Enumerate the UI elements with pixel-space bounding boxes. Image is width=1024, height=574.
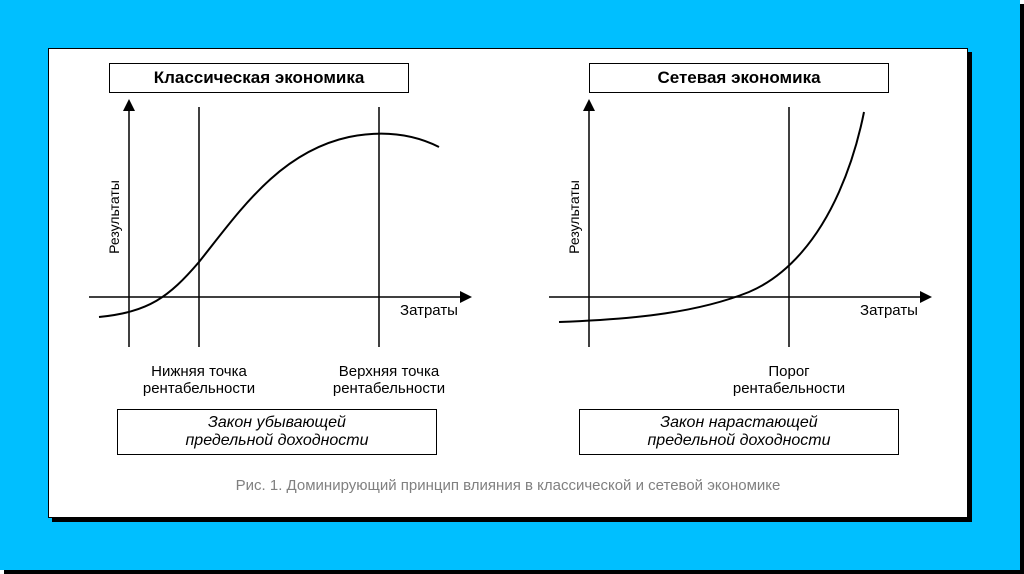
right-thr-l1: Порог	[768, 363, 809, 380]
right-chart: Результаты Затраты	[539, 97, 939, 357]
right-curve	[559, 112, 864, 322]
left-upper-l2: рентабельности	[333, 380, 445, 397]
left-lower-l2: рентабельности	[143, 380, 255, 397]
left-curve	[99, 134, 439, 317]
left-upper-l1: Верхняя точка	[339, 363, 439, 380]
figure-root: Классическая экономика Результаты	[0, 0, 1020, 570]
left-chart-svg: Результаты Затраты	[79, 97, 479, 357]
right-law-l2: предельной доходности	[648, 432, 831, 449]
left-law-l1: Закон убывающей	[208, 414, 346, 431]
white-panel: Классическая экономика Результаты	[48, 48, 968, 518]
left-chart: Результаты Затраты	[79, 97, 479, 357]
cyan-frame: Классическая экономика Результаты	[0, 0, 1020, 570]
left-lower-label: Нижняя точка рентабельности	[109, 363, 289, 398]
right-chart-svg: Результаты Затраты	[539, 97, 939, 357]
right-threshold-label: Порог рентабельности	[689, 363, 889, 398]
right-ylabel: Результаты	[566, 180, 582, 254]
left-law-l2: предельной доходности	[186, 432, 369, 449]
left-law-box: Закон убывающей предельной доходности	[117, 409, 437, 455]
right-law-l1: Закон нарастающей	[660, 414, 817, 431]
left-title-box: Классическая экономика	[109, 63, 409, 93]
left-lower-l1: Нижняя точка	[151, 363, 247, 380]
left-ylabel: Результаты	[106, 180, 122, 254]
right-title-box: Сетевая экономика	[589, 63, 889, 93]
left-upper-label: Верхняя точка рентабельности	[299, 363, 479, 398]
right-law-box: Закон нарастающей предельной доходности	[579, 409, 899, 455]
right-thr-l2: рентабельности	[733, 380, 845, 397]
figure-caption: Рис. 1. Доминирующий принцип влияния в к…	[49, 477, 967, 494]
right-xlabel: Затраты	[860, 302, 918, 319]
left-xlabel: Затраты	[400, 302, 458, 319]
